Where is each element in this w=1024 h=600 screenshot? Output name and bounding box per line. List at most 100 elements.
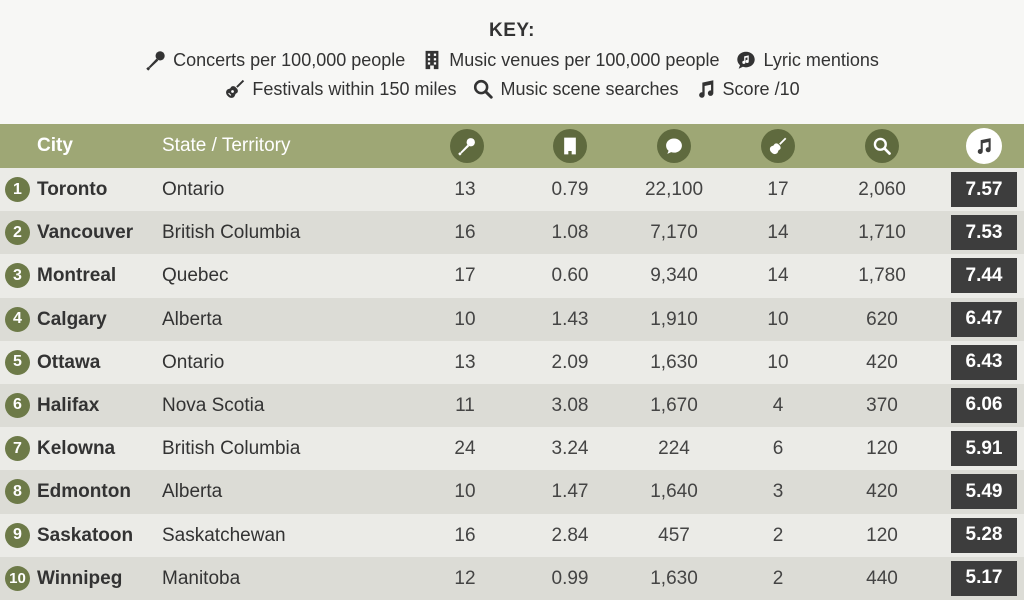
rank-badge: 7 [5, 436, 30, 462]
concerts-value: 13 [454, 351, 476, 373]
city-name: Calgary [37, 308, 107, 330]
searches-value: 2,060 [858, 179, 906, 200]
concerts-value: 17 [454, 265, 476, 287]
festivals-value: 2 [772, 524, 784, 546]
column-header-venues [553, 129, 587, 163]
searches-value: 440 [866, 567, 898, 589]
searches-value: 1,710 [858, 222, 906, 244]
search-icon [872, 136, 892, 156]
festivals-value: 10 [767, 351, 789, 373]
concerts-value: 24 [454, 438, 476, 460]
venues-value: 0.79 [551, 179, 589, 200]
city-name: Kelowna [37, 438, 116, 460]
legend: KEY: Concerts per 100,000 people Music v… [0, 0, 1024, 124]
lyrics-value: 1,670 [650, 394, 698, 416]
music-note-icon [974, 136, 994, 156]
state-name: British Columbia [162, 438, 301, 460]
venues-value: 2.84 [551, 524, 589, 546]
table-header: City State / Territory [0, 124, 1024, 168]
state-name: Nova Scotia [162, 394, 265, 416]
venues-value: 3.08 [551, 394, 589, 416]
concerts-value: 13 [454, 179, 476, 200]
speech-bubble-music-icon [735, 48, 757, 72]
microphone-icon [457, 136, 477, 156]
state-name: Quebec [162, 265, 229, 287]
festivals-value: 4 [772, 394, 784, 416]
table-row: 8 Edmonton Alberta 10 1.47 1,640 3 420 5… [0, 470, 1024, 514]
festivals-value: 17 [767, 179, 789, 200]
column-header-concerts [450, 129, 484, 163]
city-name: Saskatoon [37, 524, 134, 546]
column-header-score [966, 128, 1002, 164]
legend-item-concerts: Concerts per 100,000 people [145, 48, 405, 72]
festivals-value: 6 [772, 438, 784, 460]
festivals-value: 3 [772, 481, 784, 503]
venues-value: 1.08 [551, 222, 589, 244]
city-name: Montreal [37, 265, 117, 287]
legend-item-venues: Music venues per 100,000 people [421, 48, 719, 72]
rank-badge: 5 [5, 349, 30, 375]
searches-value: 1,780 [858, 265, 906, 287]
rank-badge: 3 [5, 263, 30, 289]
legend-label: Concerts per 100,000 people [173, 49, 406, 70]
venues-value: 1.47 [551, 481, 589, 503]
score-value: 5.28 [951, 517, 1017, 553]
lyrics-value: 1,910 [650, 308, 698, 330]
score-value: 7.53 [951, 215, 1017, 251]
venues-value: 1.43 [551, 308, 589, 330]
rank-badge: 8 [5, 479, 30, 505]
building-icon [560, 136, 580, 156]
festivals-value: 2 [772, 567, 784, 589]
searches-value: 120 [866, 438, 898, 460]
lyrics-value: 1,640 [650, 481, 698, 503]
score-value: 6.06 [951, 387, 1017, 423]
searches-value: 420 [866, 351, 898, 373]
legend-row-2: Festivals within 150 miles Music scene s… [0, 77, 1024, 101]
concerts-value: 11 [455, 394, 475, 416]
venues-value: 2.09 [551, 351, 589, 373]
city-name: Ottawa [37, 351, 101, 373]
table-body: 1 Toronto Ontario 13 0.79 22,100 17 2,06… [0, 168, 1024, 600]
concerts-value: 16 [454, 524, 476, 546]
column-header-lyrics [657, 129, 691, 163]
legend-title: KEY: [489, 20, 535, 41]
table-row: 1 Toronto Ontario 13 0.79 22,100 17 2,06… [0, 168, 1024, 212]
legend-label: Lyric mentions [763, 49, 879, 70]
score-value: 7.44 [951, 258, 1017, 294]
score-value: 6.43 [951, 344, 1017, 380]
city-name: Edmonton [37, 481, 131, 503]
city-name: Vancouver [37, 222, 134, 244]
city-name: Toronto [37, 179, 108, 200]
guitar-icon [768, 136, 788, 156]
concerts-value: 16 [454, 222, 476, 244]
legend-label: Music venues per 100,000 people [449, 49, 720, 70]
legend-item-festivals: Festivals within 150 miles [224, 77, 456, 101]
score-value: 6.47 [951, 301, 1017, 337]
legend-label: Score /10 [722, 78, 800, 99]
column-header-festivals [761, 129, 795, 163]
state-name: Ontario [162, 351, 225, 373]
rank-badge: 6 [5, 392, 30, 418]
searches-value: 370 [866, 394, 898, 416]
state-name: Alberta [162, 308, 223, 330]
searches-value: 120 [866, 524, 898, 546]
score-value: 5.49 [951, 474, 1017, 510]
lyrics-value: 457 [658, 524, 690, 546]
state-name: Manitoba [162, 567, 241, 589]
lyrics-value: 224 [658, 438, 690, 460]
venues-value: 0.60 [551, 265, 589, 287]
column-header-city: City [37, 135, 73, 156]
score-value: 7.57 [951, 172, 1017, 207]
legend-row-1: Concerts per 100,000 people Music venues… [0, 48, 1024, 72]
rank-badge: 9 [5, 522, 30, 548]
table-row: 5 Ottawa Ontario 13 2.09 1,630 10 420 6.… [0, 340, 1024, 384]
lyrics-value: 7,170 [650, 222, 698, 244]
speech-bubble-music-icon [664, 136, 684, 156]
festivals-value: 14 [767, 265, 789, 287]
state-name: Saskatchewan [162, 524, 286, 546]
score-value: 5.17 [951, 560, 1017, 596]
music-note-icon [695, 77, 717, 101]
table-row: 7 Kelowna British Columbia 24 3.24 224 6… [0, 427, 1024, 471]
table-row: 6 Halifax Nova Scotia 11 3.08 1,670 4 37… [0, 383, 1024, 428]
lyrics-value: 1,630 [650, 351, 698, 373]
